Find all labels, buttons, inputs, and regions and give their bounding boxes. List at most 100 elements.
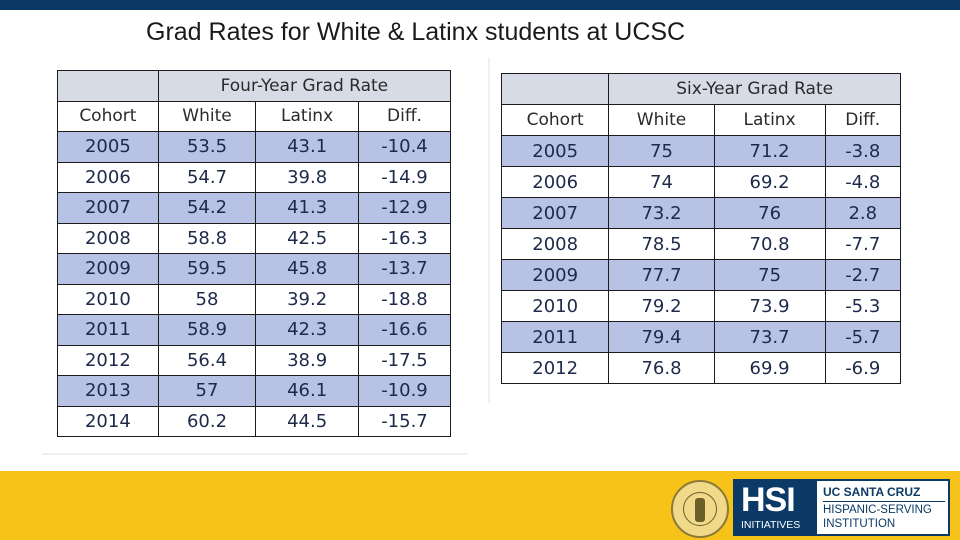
- cohort-cell: 2005: [57, 131, 159, 163]
- white-cell: 79.2: [608, 290, 715, 322]
- table-row: 2011 58.9 42.3 -16.6: [57, 314, 452, 346]
- seal-ring: [683, 492, 717, 526]
- diff-cell: -5.3: [824, 290, 902, 322]
- cohort-cell: 2008: [57, 222, 159, 254]
- white-cell: 56.4: [157, 344, 257, 376]
- white-cell: 58.8: [157, 222, 257, 254]
- latinx-cell: 39.8: [255, 161, 359, 193]
- table-row: 2005 75 71.2 -3.8: [500, 135, 902, 167]
- table-row: 2013 57 46.1 -10.9: [57, 375, 452, 407]
- divider-line: [42, 453, 468, 455]
- diff-cell: -10.9: [357, 375, 452, 407]
- seal-figure: [695, 498, 705, 522]
- divider-line: [488, 58, 490, 403]
- white-cell: 58.9: [157, 314, 257, 346]
- latinx-cell: 38.9: [255, 344, 359, 376]
- latinx-cell: 44.5: [255, 405, 359, 437]
- table-row: 2011 79.4 73.7 -5.7: [500, 321, 902, 353]
- top-accent-bar: [0, 0, 960, 10]
- cohort-cell: 2009: [500, 259, 610, 291]
- university-seal-logo: [671, 480, 729, 538]
- diff-cell: -5.7: [824, 321, 902, 353]
- cohort-cell: 2010: [500, 290, 610, 322]
- hsi-logo-subtext: INITIATIVES: [741, 519, 801, 531]
- diff-cell: -18.8: [357, 283, 452, 315]
- cohort-cell: 2006: [500, 166, 610, 198]
- six-year-grad-rate-table: Six-Year Grad Rate Cohort White Latinx D…: [500, 73, 902, 384]
- white-cell: 58: [157, 283, 257, 315]
- latinx-cell: 69.2: [713, 166, 826, 198]
- header-latinx: Latinx: [255, 100, 359, 132]
- cohort-cell: 2007: [500, 197, 610, 229]
- latinx-cell: 73.7: [713, 321, 826, 353]
- white-cell: 60.2: [157, 405, 257, 437]
- cohort-cell: 2006: [57, 161, 159, 193]
- latinx-cell: 42.3: [255, 314, 359, 346]
- diff-cell: -3.8: [824, 135, 902, 167]
- white-cell: 53.5: [157, 131, 257, 163]
- slide-title: Grad Rates for White & Latinx students a…: [146, 18, 686, 46]
- latinx-cell: 43.1: [255, 131, 359, 163]
- latinx-cell: 46.1: [255, 375, 359, 407]
- latinx-cell: 70.8: [713, 228, 826, 260]
- latinx-cell: 45.8: [255, 253, 359, 285]
- diff-cell: -6.9: [824, 352, 902, 384]
- header-white: White: [157, 100, 257, 132]
- hsi-logo-text: HSI: [741, 481, 796, 519]
- table-row: 2006 54.7 39.8 -14.9: [57, 161, 452, 193]
- white-cell: 73.2: [608, 197, 715, 229]
- table-row: 2007 73.2 76 2.8: [500, 197, 902, 229]
- latinx-cell: 69.9: [713, 352, 826, 384]
- cohort-cell: 2005: [500, 135, 610, 167]
- latinx-cell: 73.9: [713, 290, 826, 322]
- cohort-cell: 2014: [57, 405, 159, 437]
- latinx-cell: 76: [713, 197, 826, 229]
- table-row: 2008 78.5 70.8 -7.7: [500, 228, 902, 260]
- cohort-cell: 2009: [57, 253, 159, 285]
- uc-santa-cruz-label: UC SANTA CRUZ: [823, 485, 921, 499]
- cohort-cell: 2011: [500, 321, 610, 353]
- diff-cell: -7.7: [824, 228, 902, 260]
- white-cell: 74: [608, 166, 715, 198]
- table-row: 2012 76.8 69.9 -6.9: [500, 352, 902, 384]
- white-cell: 54.2: [157, 192, 257, 224]
- latinx-cell: 75: [713, 259, 826, 291]
- table-row: 2009 77.7 75 -2.7: [500, 259, 902, 291]
- white-cell: 78.5: [608, 228, 715, 260]
- diff-cell: -15.7: [357, 405, 452, 437]
- six-year-title: Six-Year Grad Rate: [608, 73, 901, 105]
- diff-cell: -2.7: [824, 259, 902, 291]
- cohort-cell: 2012: [500, 352, 610, 384]
- header-white: White: [608, 104, 715, 136]
- institution-label: INSTITUTION: [823, 518, 896, 530]
- white-cell: 75: [608, 135, 715, 167]
- white-cell: 79.4: [608, 321, 715, 353]
- table-row: 2009 59.5 45.8 -13.7: [57, 253, 452, 285]
- white-cell: 76.8: [608, 352, 715, 384]
- diff-cell: -16.6: [357, 314, 452, 346]
- white-cell: 77.7: [608, 259, 715, 291]
- header-latinx: Latinx: [713, 104, 826, 136]
- hsi-logo-block: HSI INITIATIVES: [735, 481, 817, 534]
- table-row: 2012 56.4 38.9 -17.5: [57, 344, 452, 376]
- latinx-cell: 41.3: [255, 192, 359, 224]
- table-row: 2014 60.2 44.5 -15.7: [57, 405, 452, 437]
- four-year-title: Four-Year Grad Rate: [157, 70, 452, 102]
- cohort-cell: 2013: [57, 375, 159, 407]
- white-cell: 54.7: [157, 161, 257, 193]
- diff-cell: -17.5: [357, 344, 452, 376]
- table-row: 2005 53.5 43.1 -10.4: [57, 131, 452, 163]
- diff-cell: -14.9: [357, 161, 452, 193]
- latinx-cell: 71.2: [713, 135, 826, 167]
- cohort-cell: 2011: [57, 314, 159, 346]
- diff-cell: 2.8: [824, 197, 902, 229]
- header-diff: Diff.: [357, 100, 452, 132]
- table-corner: [57, 70, 159, 102]
- diff-cell: -16.3: [357, 222, 452, 254]
- diff-cell: -10.4: [357, 131, 452, 163]
- hsi-logo: HSI INITIATIVES UC SANTA CRUZ HISPANIC-S…: [733, 479, 950, 536]
- cohort-cell: 2008: [500, 228, 610, 260]
- table-row: 2007 54.2 41.3 -12.9: [57, 192, 452, 224]
- hispanic-serving-label: HISPANIC-SERVING: [823, 504, 932, 516]
- header-cohort: Cohort: [500, 104, 610, 136]
